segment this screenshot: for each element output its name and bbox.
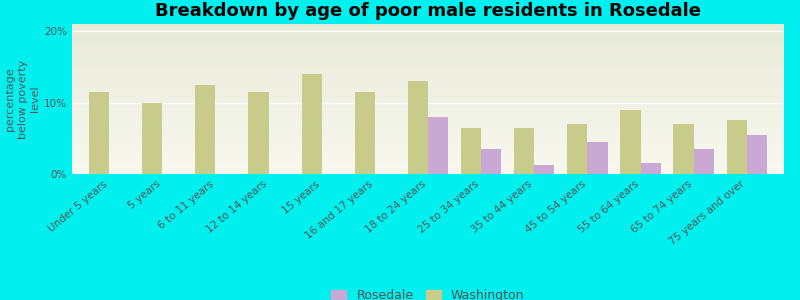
- Bar: [620, 110, 641, 174]
- Bar: [534, 165, 554, 174]
- Bar: [428, 117, 448, 174]
- Y-axis label: percentage
below poverty
level: percentage below poverty level: [5, 59, 40, 139]
- Bar: [747, 135, 767, 174]
- Bar: [249, 92, 269, 174]
- Bar: [567, 124, 587, 174]
- Bar: [481, 149, 502, 174]
- Bar: [142, 103, 162, 174]
- Bar: [408, 81, 428, 174]
- Bar: [195, 85, 215, 174]
- Legend: Rosedale, Washington: Rosedale, Washington: [328, 285, 528, 300]
- Bar: [674, 124, 694, 174]
- Bar: [694, 149, 714, 174]
- Bar: [89, 92, 109, 174]
- Bar: [302, 74, 322, 174]
- Bar: [461, 128, 481, 174]
- Bar: [354, 92, 375, 174]
- Bar: [726, 120, 747, 174]
- Bar: [587, 142, 607, 174]
- Bar: [641, 163, 661, 174]
- Title: Breakdown by age of poor male residents in Rosedale: Breakdown by age of poor male residents …: [155, 2, 701, 20]
- Bar: [514, 128, 534, 174]
